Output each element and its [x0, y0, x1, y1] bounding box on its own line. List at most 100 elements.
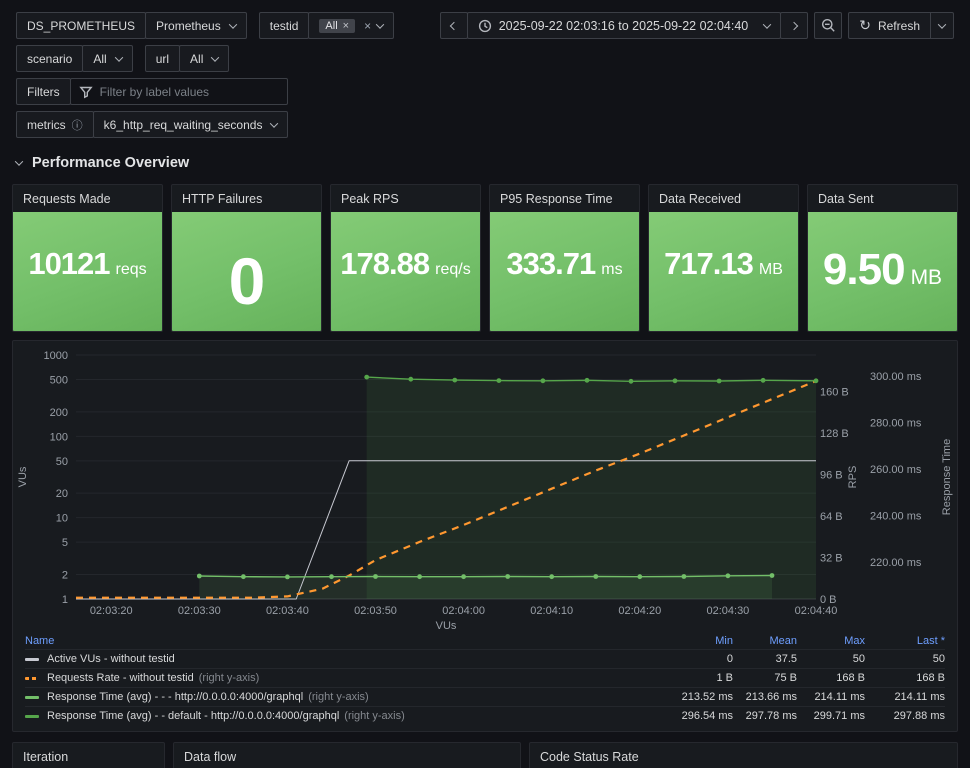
- stat-panel-data-sent: Data Sent 9.50 MB: [807, 184, 958, 332]
- stat-unit: MB: [758, 261, 783, 278]
- svg-text:160 B: 160 B: [820, 386, 849, 398]
- variable-scenario-picker[interactable]: All: [82, 45, 133, 72]
- svg-text:10: 10: [56, 513, 68, 525]
- svg-text:02:03:20: 02:03:20: [90, 605, 133, 617]
- panel-title[interactable]: Peak RPS: [341, 191, 399, 206]
- series-name: Requests Rate - without testid: [47, 672, 194, 684]
- legend-mean-value: 213.66 ms: [745, 691, 797, 703]
- panel-title[interactable]: HTTP Failures: [182, 191, 263, 206]
- section-title: Performance Overview: [32, 155, 190, 171]
- testid-all-pill[interactable]: All ×: [319, 18, 356, 33]
- series-point: [769, 573, 775, 578]
- stat-value: 333.71: [506, 246, 596, 281]
- series-point: [452, 377, 458, 383]
- series-line: [199, 574, 773, 578]
- chevron-down-icon: [228, 19, 237, 29]
- series-point: [593, 574, 599, 579]
- legend-max-value: 50: [852, 653, 865, 665]
- legend-mean-value: 297.78 ms: [745, 710, 797, 722]
- info-icon[interactable]: ⓘ: [71, 118, 83, 132]
- chevron-down-icon: [375, 19, 385, 29]
- series-point: [584, 377, 590, 383]
- svg-text:02:03:40: 02:03:40: [266, 605, 309, 617]
- svg-text:500: 500: [50, 374, 68, 386]
- bottom-row: Iteration Data flow Code Status Rate: [12, 742, 958, 768]
- svg-text:02:04:40: 02:04:40: [795, 605, 838, 617]
- metrics-label-text: metrics: [27, 117, 66, 132]
- refresh-interval-dropdown[interactable]: [930, 12, 954, 39]
- legend-column-name[interactable]: Name: [25, 634, 55, 647]
- panel-title[interactable]: Requests Made: [23, 191, 111, 206]
- series-swatch: [25, 657, 39, 661]
- svg-text:50: 50: [56, 456, 68, 468]
- stat-unit: MB: [910, 266, 943, 289]
- svg-text:300.00 ms: 300.00 ms: [870, 371, 922, 383]
- svg-text:2: 2: [62, 570, 68, 582]
- filter-input-wrapper: [69, 78, 288, 105]
- zoom-out-button[interactable]: [814, 12, 843, 39]
- legend-min-value: 0: [726, 653, 733, 665]
- filters-row: Filters: [16, 78, 954, 105]
- series-point: [461, 574, 466, 580]
- stat-value: 717.13: [664, 246, 754, 281]
- section-performance-overview[interactable]: Performance Overview: [0, 144, 970, 174]
- stats-row: Requests Made 10121 reqs HTTP Failures 0 Peak…: [12, 184, 958, 332]
- svg-text:20: 20: [56, 488, 68, 500]
- remove-tag-icon[interactable]: ×: [342, 19, 350, 32]
- panel-title[interactable]: Data Received: [659, 191, 741, 206]
- legend-row[interactable]: Response Time (avg) - - - http://0.0.0.0…: [25, 687, 945, 706]
- url-label-text: url: [155, 51, 170, 66]
- series-point: [196, 573, 202, 579]
- stat-value-display: 717.13 MB: [649, 212, 798, 331]
- svg-text:Response Time: Response Time: [941, 439, 953, 515]
- panel-data-flow: Data flow: [173, 742, 521, 768]
- stat-panel-http-failures: HTTP Failures 0: [171, 184, 322, 332]
- axis-hint: (right y-axis): [308, 691, 369, 703]
- datasource-picker[interactable]: Prometheus: [145, 12, 247, 39]
- svg-text:02:04:10: 02:04:10: [530, 605, 573, 617]
- series-point: [628, 378, 634, 384]
- legend-column-last[interactable]: Last *: [916, 634, 945, 647]
- legend-last-value: 297.88 ms: [893, 710, 945, 722]
- series-point: [364, 374, 370, 380]
- panel-title[interactable]: Data flow: [184, 749, 237, 764]
- timeseries-chart[interactable]: 1 2 5 10 20 50 100 200 500 1000 0 B 32 B 64 B 96 B 128…: [14, 347, 956, 632]
- chevron-left-icon: [449, 21, 458, 30]
- svg-text:RPS: RPS: [847, 466, 859, 489]
- testid-label-text: testid: [269, 18, 299, 33]
- legend-row[interactable]: Active VUs - without testid 0 37.5 50 50: [25, 649, 945, 668]
- stat-unit: ms: [601, 261, 623, 278]
- metrics-picker[interactable]: k6_http_req_waiting_seconds: [92, 111, 289, 138]
- refresh-button[interactable]: ↻ Refresh: [848, 12, 931, 39]
- time-range-picker[interactable]: 2025-09-22 02:03:16 to 2025-09-22 02:04:…: [466, 12, 782, 39]
- legend-mean-value: 75 B: [774, 672, 797, 684]
- filter-input[interactable]: [99, 84, 279, 99]
- panel-code-status-rate: Code Status Rate: [529, 742, 958, 768]
- panel-title[interactable]: Code Status Rate: [540, 749, 639, 764]
- series-point: [637, 574, 643, 580]
- legend-row[interactable]: Response Time (avg) - - default - http:/…: [25, 706, 945, 725]
- svg-text:5: 5: [62, 537, 68, 549]
- svg-text:240.00 ms: 240.00 ms: [870, 510, 922, 522]
- panel-title[interactable]: Data Sent: [818, 191, 874, 206]
- legend-max-value: 214.11 ms: [814, 691, 865, 703]
- svg-text:02:04:20: 02:04:20: [618, 605, 661, 617]
- clock-icon: [478, 19, 492, 33]
- legend-row[interactable]: Requests Rate - without testid (right y-a…: [25, 668, 945, 687]
- series-swatch: [25, 676, 39, 680]
- variable-scenario-label: scenario: [16, 45, 84, 72]
- legend-column-min[interactable]: Min: [715, 634, 733, 647]
- clear-all-icon[interactable]: ×: [364, 18, 372, 33]
- series-point: [496, 378, 502, 383]
- time-back-button[interactable]: [439, 12, 468, 39]
- variable-testid-picker[interactable]: All × ×: [308, 12, 395, 39]
- panel-title[interactable]: P95 Response Time: [500, 191, 613, 206]
- legend-column-max[interactable]: Max: [844, 634, 865, 647]
- metrics-row: metrics ⓘ k6_http_req_waiting_seconds: [16, 111, 954, 138]
- series-point: [672, 378, 678, 384]
- variable-url-picker[interactable]: All: [179, 45, 230, 72]
- legend-column-mean[interactable]: Mean: [769, 634, 797, 647]
- panel-title[interactable]: Iteration: [23, 749, 69, 764]
- time-forward-button[interactable]: [780, 12, 809, 39]
